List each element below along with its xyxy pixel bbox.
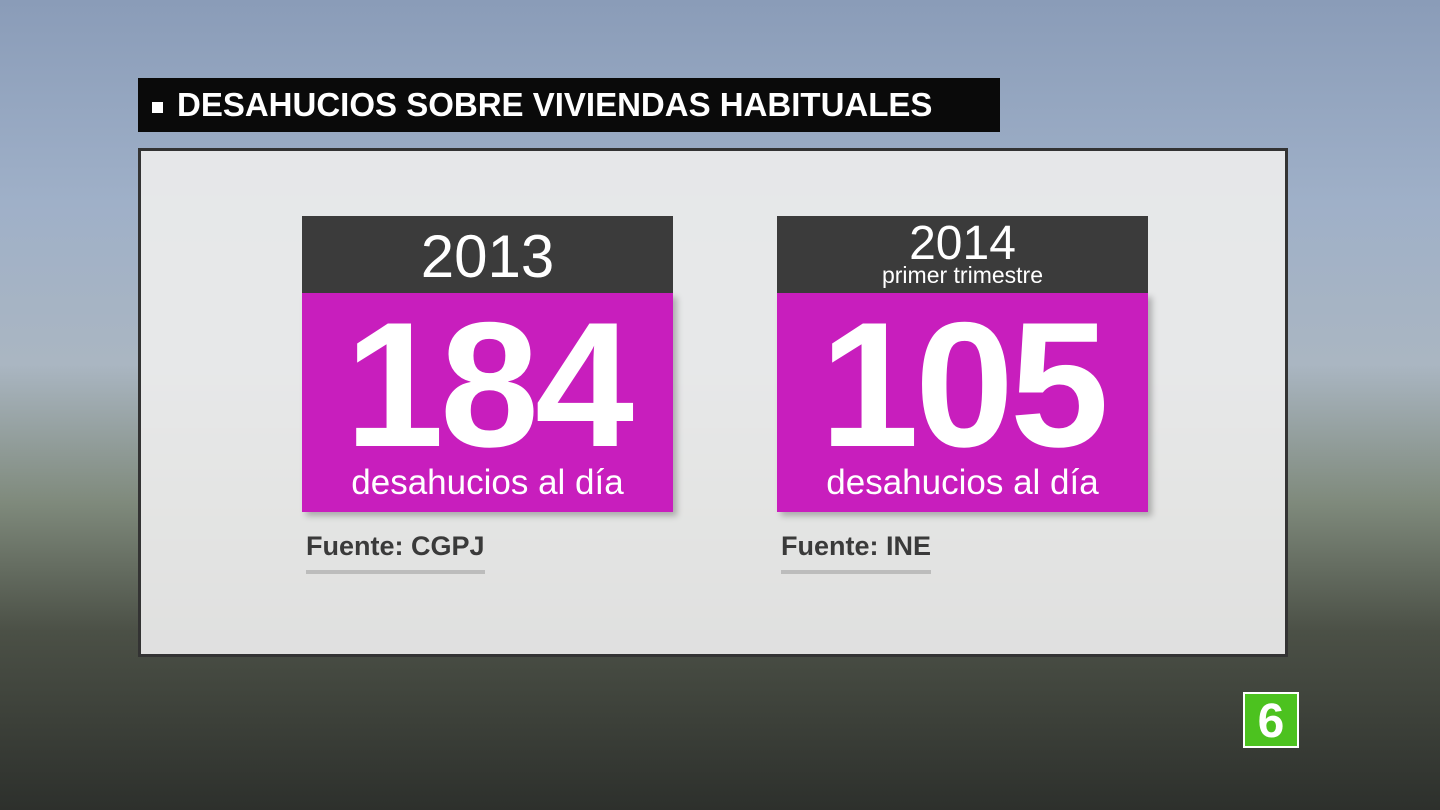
value: 105 [820, 285, 1109, 484]
card-body: 105 desahucios al día [777, 293, 1148, 512]
unit: desahucios al día [351, 463, 624, 502]
unit: desahucios al día [826, 463, 1099, 502]
card: 2014 primer trimestre 105 desahucios al día… [777, 216, 1148, 586]
card: 2013 184 desahucios al día Fuente: CGPJ [302, 216, 673, 586]
title-bar: DESAHUCIOS SOBRE VIVIENDAS HABITUALES [138, 78, 1000, 132]
card-head: 2014 primer trimestre [777, 216, 1148, 293]
year: 2014 [909, 217, 1016, 270]
year: 2013 [420, 223, 555, 290]
value: 184 [345, 285, 634, 484]
subtitle: primer trimestre [881, 262, 1043, 288]
title: DESAHUCIOS SOBRE VIVIENDAS HABITUALES [177, 86, 933, 123]
bullet [152, 101, 163, 113]
source: Fuente: CGPJ [306, 531, 485, 574]
logo: 6 [1243, 692, 1299, 748]
source: Fuente: INE [781, 531, 932, 574]
card-body: 184 desahucios al día [302, 293, 673, 512]
card-head: 2013 [302, 216, 673, 293]
